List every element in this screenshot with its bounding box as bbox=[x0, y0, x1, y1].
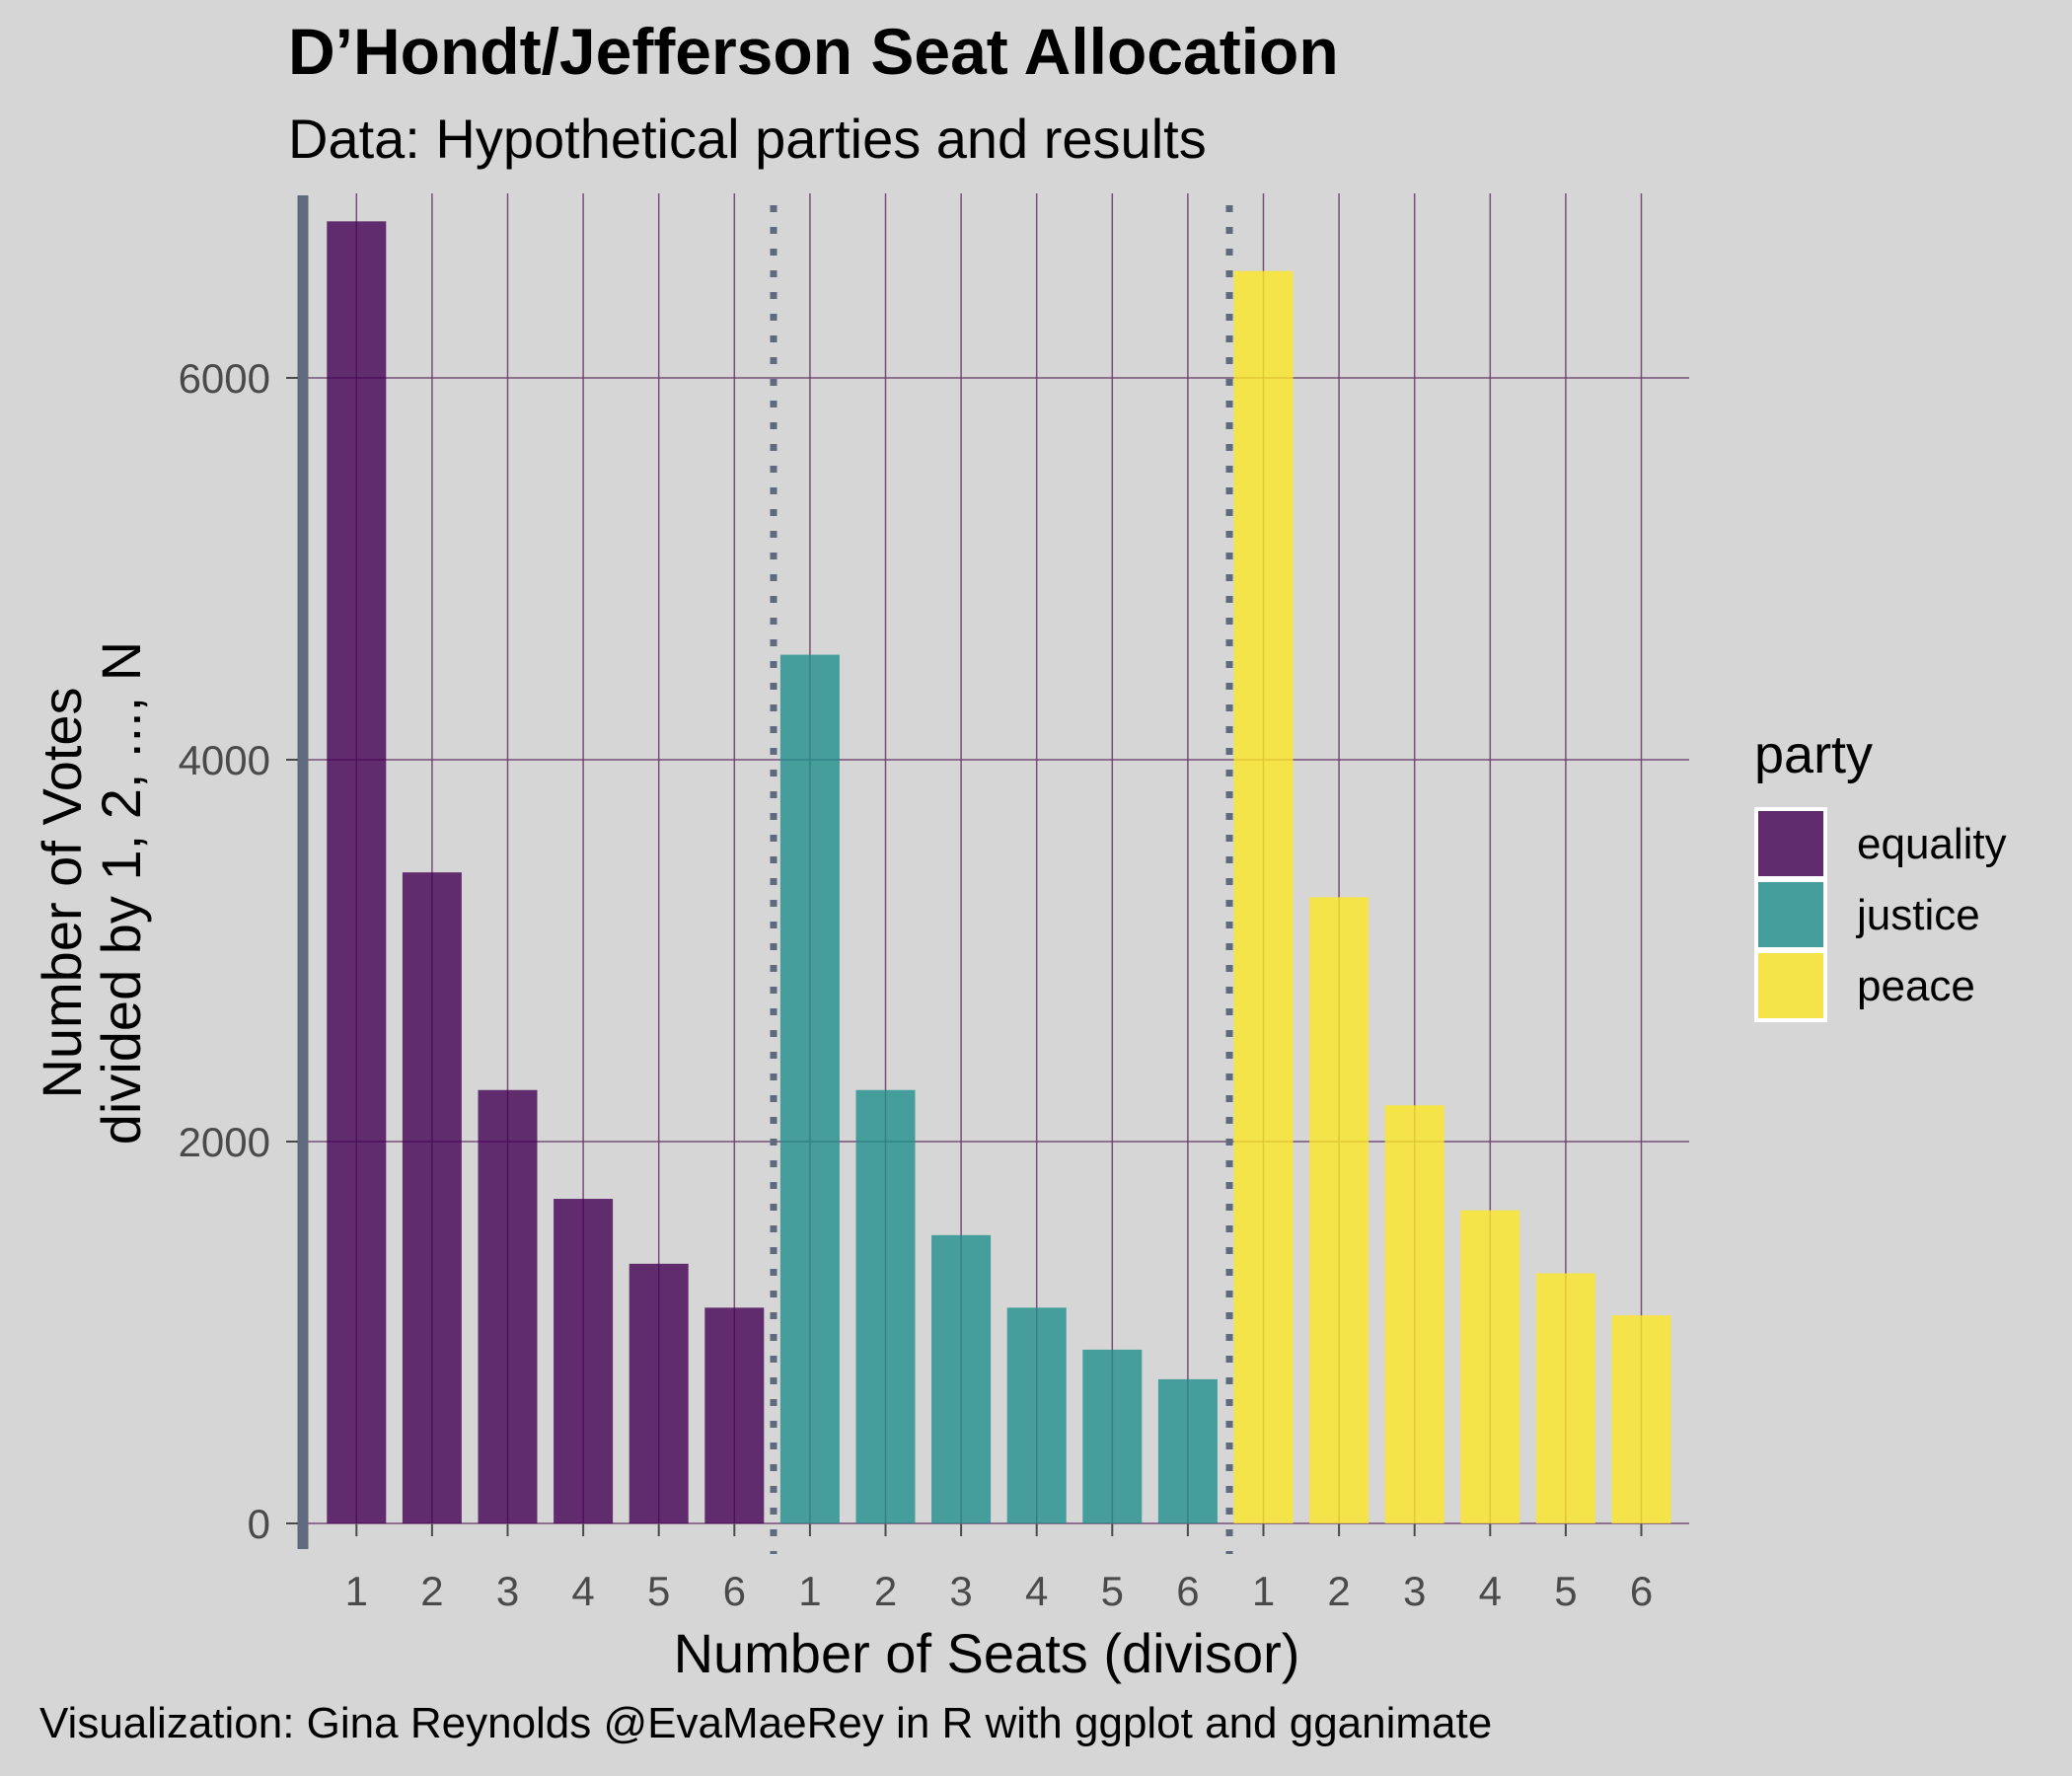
legend-label-peace: peace bbox=[1857, 962, 1975, 1010]
y-tick-label: 2000 bbox=[179, 1119, 270, 1165]
x-tick-label: 3 bbox=[949, 1568, 972, 1614]
bar-peace-2 bbox=[1309, 897, 1369, 1523]
bar-peace-5 bbox=[1535, 1273, 1595, 1523]
legend-label-justice: justice bbox=[1855, 891, 1980, 939]
bar-equality-1 bbox=[327, 221, 387, 1524]
bar-justice-5 bbox=[1082, 1349, 1143, 1523]
x-tick-label: 4 bbox=[1025, 1568, 1048, 1614]
bar-peace-1 bbox=[1233, 270, 1294, 1523]
legend-label-equality: equality bbox=[1857, 820, 2007, 868]
bar-justice-4 bbox=[1006, 1307, 1067, 1523]
bar-peace-4 bbox=[1460, 1210, 1520, 1523]
legend-key-equality bbox=[1754, 807, 1827, 880]
legend-title: party bbox=[1754, 725, 1873, 784]
bar-justice-6 bbox=[1157, 1378, 1218, 1523]
bar-peace-6 bbox=[1611, 1315, 1671, 1523]
overlays bbox=[297, 195, 1233, 1554]
bars bbox=[327, 221, 1671, 1524]
y-axis-title-line-1: Number of Votes bbox=[31, 687, 93, 1098]
x-tick-label: 4 bbox=[1479, 1568, 1502, 1614]
y-tick-label: 0 bbox=[248, 1501, 270, 1547]
x-tick-label: 1 bbox=[798, 1568, 821, 1614]
x-tick-label: 5 bbox=[1554, 1568, 1577, 1614]
x-tick-label: 3 bbox=[1403, 1568, 1426, 1614]
legend-key-justice bbox=[1754, 878, 1827, 951]
x-tick-label: 1 bbox=[1252, 1568, 1275, 1614]
x-tick-label: 6 bbox=[1630, 1568, 1653, 1614]
bar-equality-5 bbox=[629, 1263, 689, 1523]
x-tick-label: 3 bbox=[496, 1568, 519, 1614]
bar-equality-3 bbox=[478, 1089, 538, 1523]
chart-caption: Visualization: Gina Reynolds @EvaMaeRey … bbox=[39, 1699, 1493, 1747]
chart-title: D’Hondt/Jefferson Seat Allocation bbox=[288, 15, 1339, 88]
bar-justice-2 bbox=[855, 1089, 916, 1523]
bar-peace-3 bbox=[1384, 1105, 1444, 1523]
bar-justice-3 bbox=[931, 1234, 992, 1523]
y-tick-label: 4000 bbox=[179, 737, 270, 783]
x-tick-label: 6 bbox=[723, 1568, 746, 1614]
x-tick-label: 2 bbox=[420, 1568, 443, 1614]
axes: Number of Seats (divisor) Number of Vote… bbox=[31, 355, 1653, 1684]
x-tick-label: 1 bbox=[345, 1568, 368, 1614]
bar-equality-4 bbox=[554, 1199, 614, 1523]
x-tick-label: 5 bbox=[647, 1568, 670, 1614]
legend-key-peace bbox=[1754, 949, 1827, 1022]
x-tick-label: 2 bbox=[1327, 1568, 1350, 1614]
x-axis-title: Number of Seats (divisor) bbox=[674, 1622, 1300, 1684]
bar-justice-1 bbox=[779, 654, 840, 1523]
y-axis-title-line-2: divided by 1, 2, ..., N bbox=[90, 641, 152, 1145]
chart-subtitle: Data: Hypothetical parties and results bbox=[288, 108, 1207, 170]
legend: party equality justice peace bbox=[1754, 725, 2007, 1022]
bar-equality-2 bbox=[402, 872, 462, 1523]
y-tick-label: 6000 bbox=[179, 355, 270, 402]
bar-equality-6 bbox=[704, 1307, 765, 1523]
x-tick-label: 4 bbox=[571, 1568, 594, 1614]
x-tick-label: 6 bbox=[1176, 1568, 1199, 1614]
x-tick-label: 2 bbox=[874, 1568, 897, 1614]
x-tick-label: 5 bbox=[1101, 1568, 1124, 1614]
